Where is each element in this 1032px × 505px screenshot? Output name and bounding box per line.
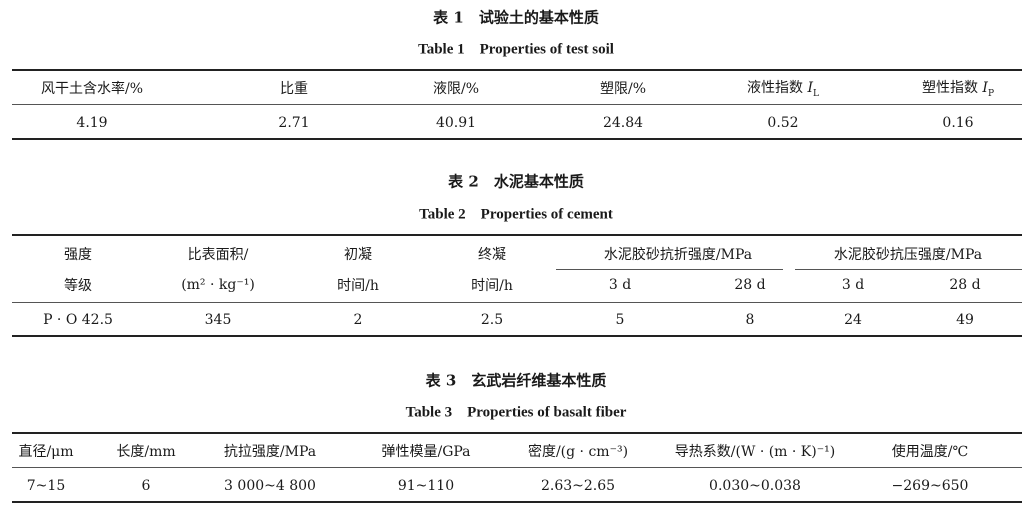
table1-mid-rule xyxy=(12,104,1022,105)
t3-cell: 3 000~4 800 xyxy=(224,478,316,494)
t2-header: 终凝 xyxy=(478,247,506,263)
t2-header: 28 d xyxy=(734,277,766,293)
t1-header: 塑限/% xyxy=(599,81,647,97)
t1-header: 液限/% xyxy=(432,81,480,97)
table1-title: 表 1 试验土的基本性质 xyxy=(433,8,599,27)
t3-header: 导热系数/(W · (m · K)⁻¹) xyxy=(674,444,836,460)
t3-cell: −269~650 xyxy=(891,478,969,494)
t1-cell: 2.71 xyxy=(278,115,310,131)
t2-header: 3 d xyxy=(841,277,865,293)
t3-header: 弹性模量/GPa xyxy=(381,444,471,460)
t1-cell: 0.16 xyxy=(942,115,974,131)
table2-mid-rule xyxy=(12,302,1022,303)
table1-bottom-rule xyxy=(12,138,1022,140)
table1-top-rule xyxy=(12,69,1022,71)
t1-header: 塑性指数 IP xyxy=(921,80,995,99)
t3-header: 抗拉强度/MPa xyxy=(223,444,317,460)
t1-cell: 4.19 xyxy=(76,115,108,131)
t3-cell: 91~110 xyxy=(397,478,455,494)
t2-group-rule xyxy=(795,269,1022,270)
t2-cell: P · O 42.5 xyxy=(43,312,113,328)
t3-cell: 0.030~0.038 xyxy=(709,478,801,494)
t2-header: 强度 xyxy=(64,247,92,263)
table2-title: 表 2 水泥基本性质 xyxy=(448,172,584,191)
table2-subtitle: Table 2 Properties of cement xyxy=(419,206,613,223)
t2-header: (m² · kg⁻¹) xyxy=(181,277,255,293)
t2-group-rule xyxy=(556,269,783,270)
table3-top-rule xyxy=(12,432,1022,434)
t2-header: 初凝 xyxy=(344,247,372,263)
t2-header: 3 d xyxy=(608,277,632,293)
table1-subtitle: Table 1 Properties of test soil xyxy=(418,41,614,58)
t1-header: 比重 xyxy=(280,81,308,97)
t2-header: 时间/h xyxy=(471,278,513,294)
t2-cell: 5 xyxy=(615,312,625,328)
t3-cell: 7~15 xyxy=(26,478,66,494)
t2-header: 比表面积/ xyxy=(187,247,249,263)
t2-cell: 24 xyxy=(844,312,862,328)
t2-cell: 8 xyxy=(745,312,755,328)
t2-cell: 345 xyxy=(204,312,232,328)
t2-cell: 2.5 xyxy=(480,312,504,328)
table3-subtitle: Table 3 Properties of basalt fiber xyxy=(405,404,627,421)
t3-header: 长度/mm xyxy=(116,444,176,460)
t2-header: 水泥胶砂抗折强度/MPa xyxy=(603,247,753,263)
table3-bottom-rule xyxy=(12,501,1022,503)
t3-cell: 2.63~2.65 xyxy=(540,478,616,494)
t1-header: 风干土含水率/% xyxy=(40,81,144,97)
table3-title: 表 3 玄武岩纤维基本性质 xyxy=(425,371,607,390)
t1-cell: 0.52 xyxy=(767,115,799,131)
t2-header: 水泥胶砂抗压强度/MPa xyxy=(833,247,983,263)
t3-header: 直径/μm xyxy=(18,444,74,460)
t3-header: 密度/(g · cm⁻³) xyxy=(527,444,629,460)
t2-header: 28 d xyxy=(949,277,981,293)
t1-cell: 40.91 xyxy=(435,115,477,131)
table2-top-rule xyxy=(12,234,1022,236)
table2-bottom-rule xyxy=(12,335,1022,337)
t1-header: 液性指数 IL xyxy=(747,80,819,99)
table3-mid-rule xyxy=(12,467,1022,468)
t2-cell: 49 xyxy=(956,312,974,328)
t1-cell: 24.84 xyxy=(602,115,644,131)
t2-cell: 2 xyxy=(353,312,363,328)
t3-cell: 6 xyxy=(141,478,151,494)
t3-header: 使用温度/℃ xyxy=(891,444,969,460)
t2-header: 时间/h xyxy=(337,278,379,294)
t2-header: 等级 xyxy=(64,278,92,294)
